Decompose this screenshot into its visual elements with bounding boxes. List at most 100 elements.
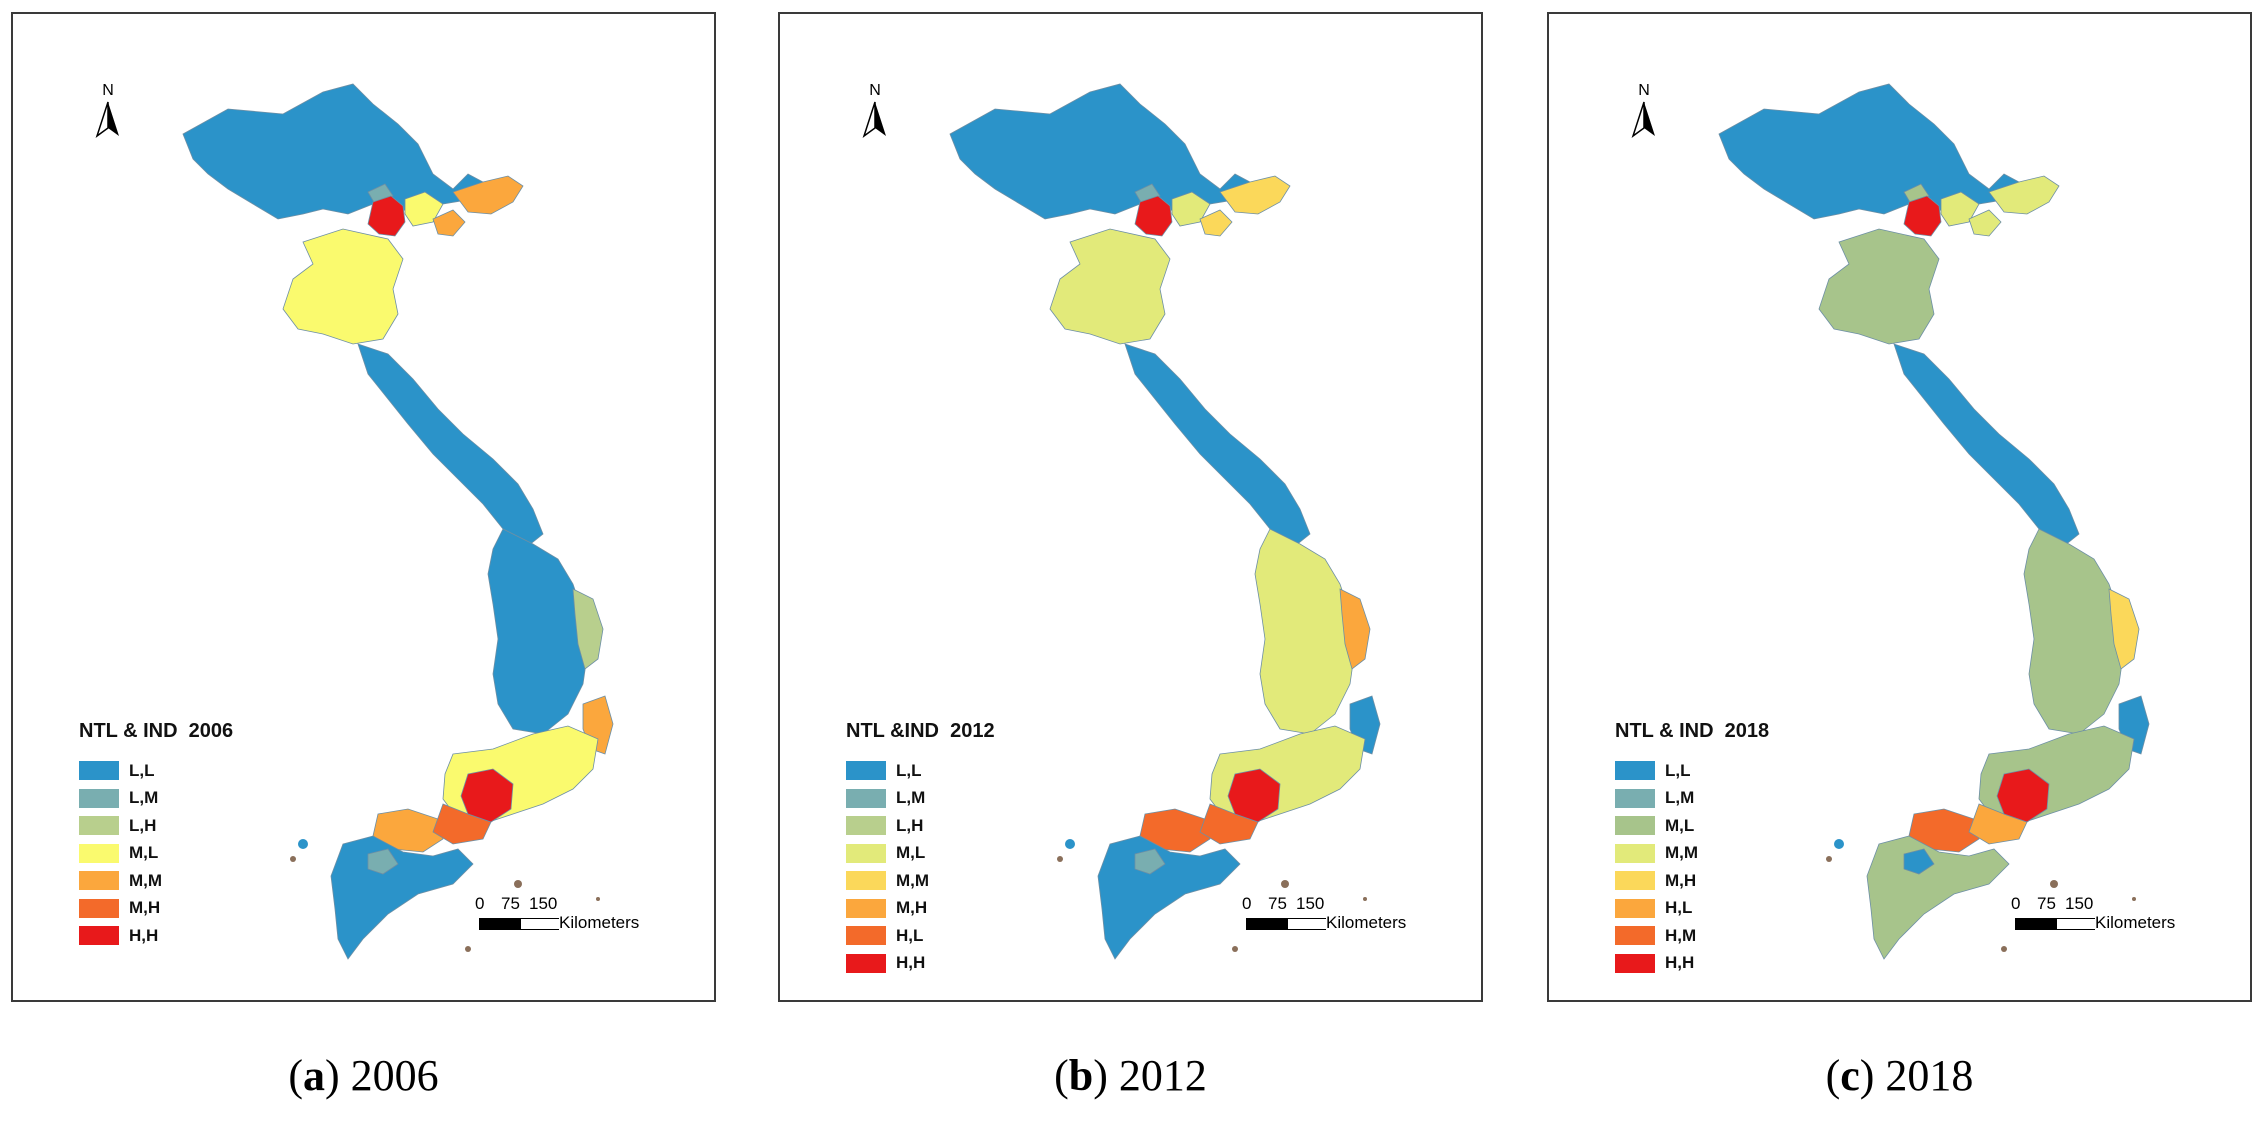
- north-arrow-icon: N: [860, 82, 890, 162]
- legend-swatch: [79, 843, 119, 863]
- scale-bar-graphic: [1246, 918, 1328, 930]
- map-legend: NTL &IND 2012 L,L L,M L,H M,L M,M M,H H,L H,H: [846, 720, 995, 977]
- legend-item: L,L: [846, 757, 995, 785]
- legend-item: L,L: [1615, 757, 1769, 785]
- island: [2132, 897, 2136, 901]
- legend-label: M,L: [129, 843, 159, 863]
- scale-tick-label: 0: [475, 894, 485, 913]
- caption-a: (a) 2006: [288, 1051, 439, 1100]
- region-central-strip: [357, 343, 544, 547]
- legend-item: M,H: [1615, 867, 1769, 895]
- legend-item: L,M: [1615, 785, 1769, 813]
- legend-swatch: [846, 871, 886, 891]
- legend-label: L,M: [129, 788, 159, 808]
- legend-label: M,L: [896, 843, 926, 863]
- scale-tick-label: 150: [1296, 894, 1325, 913]
- north-label: N: [102, 82, 114, 99]
- map-panel-2012: N NTL &IND 2012 L,L L,M L,H M,L M,M M,H H,L H,H 0 7…: [778, 12, 1483, 1002]
- north-arrow-icon: N: [1629, 82, 1659, 162]
- map-panel-2018: N NTL & IND 2018 L,L L,M M,L M,M M,H H,L H,M H,H 0…: [1547, 12, 2252, 1002]
- legend-swatch: [846, 761, 886, 781]
- scale-tick-label: 150: [529, 894, 558, 913]
- region-north-block: [182, 83, 484, 220]
- legend-label: L,L: [129, 760, 155, 780]
- region-mekong-small: [1134, 848, 1166, 875]
- region-north-block: [1718, 83, 2020, 220]
- region-saigon: [1227, 768, 1281, 823]
- legend-swatch: [79, 816, 119, 836]
- legend-item: L,L: [79, 757, 233, 785]
- region-northeast-coast: [1219, 175, 1291, 215]
- legend-swatch: [846, 843, 886, 863]
- legend-item: M,M: [846, 867, 995, 895]
- legend-label: M,M: [129, 870, 163, 890]
- legend-label: H,L: [1665, 898, 1693, 918]
- legend-item: M,L: [79, 840, 233, 868]
- region-saigon: [460, 768, 514, 823]
- scale-bar-graphic: [479, 918, 561, 930]
- north-label: N: [1638, 82, 1650, 99]
- region-delta-c: [432, 209, 466, 237]
- island: [1232, 946, 1238, 952]
- legend-swatch: [1615, 871, 1655, 891]
- legend-label: M,M: [1665, 843, 1699, 863]
- legend-item: M,H: [846, 895, 995, 923]
- region-mekong-small: [367, 848, 399, 875]
- legend-swatch: [846, 926, 886, 946]
- island: [1363, 897, 1367, 901]
- legend-item: M,M: [1615, 840, 1769, 868]
- island: [290, 856, 296, 862]
- scale-tick-label: 75: [2037, 894, 2056, 913]
- legend-swatch: [79, 761, 119, 781]
- region-central-strip: [1893, 343, 2080, 547]
- region-north-central: [1818, 228, 1940, 345]
- legend-swatch: [79, 871, 119, 891]
- caption-b: (b) 2012: [1054, 1051, 1207, 1100]
- legend-item: L,M: [79, 785, 233, 813]
- island: [1826, 856, 1832, 862]
- legend-item: H,H: [79, 922, 233, 950]
- region-delta-b: [1171, 191, 1211, 227]
- legend-item: M,L: [846, 840, 995, 868]
- legend-label: H,M: [1665, 925, 1697, 945]
- legend-label: M,H: [896, 898, 928, 918]
- region-delta-a: [367, 183, 394, 205]
- legend-swatch: [1615, 953, 1655, 973]
- scale-tick-label: 75: [1268, 894, 1287, 913]
- legend-label: L,L: [1665, 760, 1691, 780]
- legend-item: L,M: [846, 785, 995, 813]
- island: [1065, 839, 1075, 849]
- island: [596, 897, 600, 901]
- scale-tick-label: 0: [2011, 894, 2021, 913]
- region-north-central: [1049, 228, 1171, 345]
- legend-title: NTL &IND 2012: [846, 720, 995, 742]
- region-mekong: [330, 835, 474, 960]
- island: [1281, 880, 1289, 888]
- vietnam-map: [182, 83, 614, 960]
- legend-item: M,L: [1615, 812, 1769, 840]
- region-mekong-small: [1903, 848, 1935, 875]
- legend-item: H,L: [1615, 895, 1769, 923]
- legend-label: H,H: [896, 953, 926, 973]
- legend-swatch: [1615, 898, 1655, 918]
- region-hanoi: [1903, 195, 1942, 237]
- legend-item: H,H: [846, 950, 995, 978]
- legend-label: M,H: [129, 898, 161, 918]
- scale-tick-label: 150: [2065, 894, 2094, 913]
- region-central-strip: [1124, 343, 1311, 547]
- region-delta-c: [1968, 209, 2002, 237]
- legend-swatch: [846, 816, 886, 836]
- caption-c: (c) 2018: [1825, 1051, 1974, 1100]
- island: [1834, 839, 1844, 849]
- scale-bar: 0 75 150 Kilometers: [475, 894, 679, 944]
- legend-swatch: [79, 788, 119, 808]
- legend-label: L,M: [896, 788, 926, 808]
- region-hanoi: [1134, 195, 1173, 237]
- region-northeast-coast: [1988, 175, 2060, 215]
- scale-unit-label: Kilometers: [559, 913, 640, 932]
- scale-unit-label: Kilometers: [1326, 913, 1407, 932]
- legend-item: L,H: [79, 812, 233, 840]
- legend-label: L,H: [129, 815, 157, 835]
- region-central-highlands: [2023, 528, 2125, 735]
- map-legend: NTL & IND 2006 L,L L,M L,H M,L M,M M,H H,H: [79, 720, 233, 950]
